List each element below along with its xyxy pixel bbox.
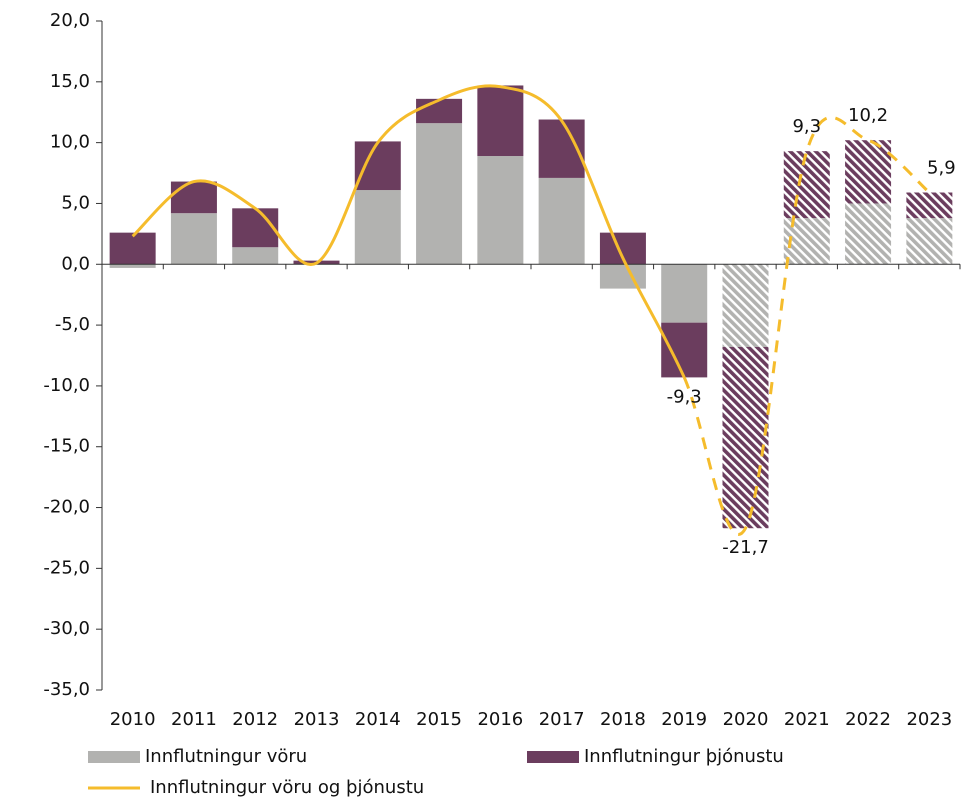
data-label: 10,2 [848,105,888,126]
x-tick-label: 2020 [723,709,769,730]
bar [661,264,708,323]
x-tick-label: 2013 [294,709,340,730]
x-tick-label: 2022 [845,709,891,730]
bar [354,190,401,265]
bar [170,181,217,214]
bar [722,264,769,347]
legend-label: Innflutningur þjónustu [584,746,784,767]
y-tick-label: 5,0 [61,192,90,213]
bar [661,322,708,378]
y-tick-label: -30,0 [43,618,90,639]
x-tick-label: 2023 [906,709,952,730]
line-series-forecast [682,115,931,536]
y-tick-label: -25,0 [43,557,90,578]
bar [416,123,463,265]
legend-swatch [527,751,579,763]
x-tick-label: 2017 [539,709,585,730]
y-tick-label: 20,0 [50,10,90,31]
bar [109,232,156,265]
bar [599,264,646,289]
y-tick-label: 10,0 [50,132,90,153]
legend-swatch [88,751,140,763]
bar [232,208,279,248]
y-tick-label: 15,0 [50,71,90,92]
bar [906,218,953,265]
y-tick-label: -20,0 [43,497,90,518]
x-tick-label: 2012 [232,709,278,730]
x-tick-label: 2018 [600,709,646,730]
y-tick-label: -5,0 [55,314,90,335]
x-tick-label: 2016 [477,709,523,730]
x-tick-label: 2019 [661,709,707,730]
bar [109,264,156,268]
bar [477,85,524,157]
legend-label: Innflutningur vöru [145,746,307,767]
bar [477,156,524,265]
data-label: 5,9 [927,158,956,179]
bar [845,203,892,265]
y-tick-label: -15,0 [43,436,90,457]
line-series [131,84,686,379]
data-label: -21,7 [722,537,769,558]
bar [170,213,217,265]
data-label: -9,3 [667,386,702,407]
x-tick-label: 2021 [784,709,830,730]
x-tick-label: 2015 [416,709,462,730]
y-tick-label: -35,0 [43,679,90,700]
bar [538,177,585,265]
x-tick-label: 2014 [355,709,401,730]
bar [845,140,892,204]
bar [354,141,401,191]
y-tick-label: 0,0 [61,253,90,274]
legend-label: Innflutningur vöru og þjónustu [150,777,424,798]
bar [722,346,769,529]
y-tick-label: -10,0 [43,375,90,396]
bar [416,98,463,124]
x-tick-label: 2010 [110,709,156,730]
bar [906,192,953,219]
bar [783,151,830,219]
data-label: 9,3 [792,116,821,137]
x-tick-label: 2011 [171,709,217,730]
bar [232,247,279,265]
